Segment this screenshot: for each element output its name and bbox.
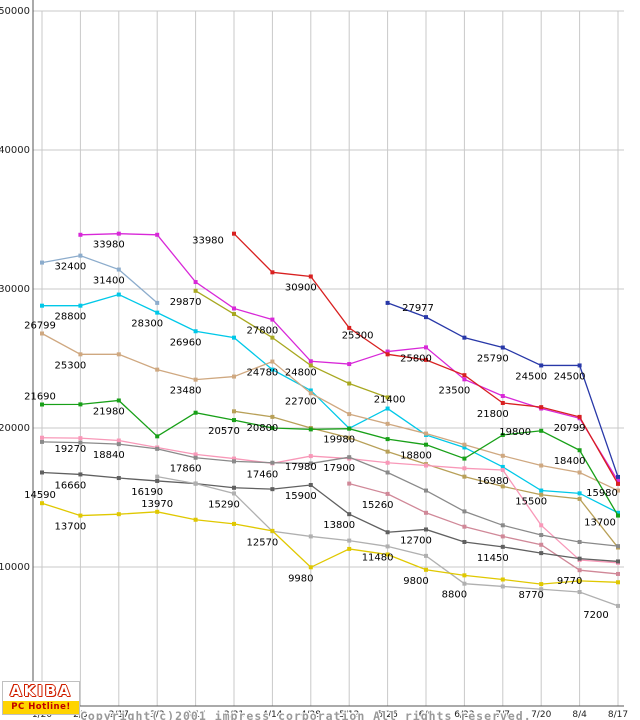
svg-text:23500: 23500 [438, 385, 470, 396]
svg-text:26960: 26960 [170, 337, 202, 348]
svg-text:12700: 12700 [400, 535, 432, 546]
svg-text:18800: 18800 [400, 451, 432, 462]
svg-text:4/28: 4/28 [301, 710, 321, 720]
svg-text:15260: 15260 [362, 500, 394, 511]
svg-text:10000: 10000 [0, 562, 30, 573]
svg-text:13970: 13970 [141, 499, 173, 510]
svg-text:50000: 50000 [0, 6, 30, 17]
svg-text:17900: 17900 [323, 463, 355, 474]
svg-text:1/20: 1/20 [32, 710, 52, 720]
svg-text:16660: 16660 [54, 480, 86, 491]
svg-text:17860: 17860 [170, 464, 202, 475]
svg-text:12570: 12570 [246, 537, 278, 548]
logo-akiba-text: AKIBA [10, 682, 72, 700]
akiba-pc-hotline-logo[interactable]: AKIBA PC Hotline! [2, 681, 80, 715]
svg-text:8800: 8800 [442, 590, 467, 601]
svg-text:2/3: 2/3 [73, 710, 87, 720]
svg-text:22700: 22700 [285, 396, 317, 407]
svg-text:25300: 25300 [342, 330, 374, 341]
svg-text:6/23: 6/23 [454, 710, 474, 720]
svg-text:26799: 26799 [24, 320, 56, 331]
svg-text:25800: 25800 [400, 353, 432, 364]
svg-text:15980: 15980 [586, 488, 618, 499]
svg-text:7/20: 7/20 [531, 710, 551, 720]
svg-text:23480: 23480 [170, 386, 202, 397]
svg-text:17460: 17460 [246, 469, 278, 480]
svg-text:24500: 24500 [554, 371, 586, 382]
svg-text:32400: 32400 [54, 262, 86, 273]
svg-text:5/12: 5/12 [339, 710, 359, 720]
svg-text:6/9: 6/9 [419, 710, 434, 720]
svg-text:15290: 15290 [208, 499, 240, 510]
svg-text:18400: 18400 [554, 456, 586, 467]
svg-text:27977: 27977 [402, 303, 434, 314]
svg-text:13700: 13700 [54, 522, 86, 533]
svg-text:3/17: 3/17 [185, 710, 205, 720]
svg-text:3/31: 3/31 [224, 710, 244, 720]
svg-text:17980: 17980 [285, 462, 317, 473]
svg-text:4/14: 4/14 [262, 710, 282, 720]
svg-text:13800: 13800 [323, 520, 355, 531]
svg-text:15500: 15500 [515, 497, 547, 508]
svg-text:27800: 27800 [246, 326, 278, 337]
svg-text:11450: 11450 [477, 553, 509, 564]
svg-text:9770: 9770 [557, 576, 582, 587]
svg-text:8/4: 8/4 [572, 710, 587, 720]
svg-text:15900: 15900 [285, 491, 317, 502]
svg-text:40000: 40000 [0, 145, 30, 156]
svg-text:2/17: 2/17 [109, 710, 129, 720]
footer: Copyright(c)2001 impress corporation All… [80, 681, 532, 720]
svg-text:16980: 16980 [477, 476, 509, 487]
svg-text:7/7: 7/7 [496, 710, 510, 720]
svg-text:24800: 24800 [285, 367, 317, 378]
svg-text:19800: 19800 [499, 427, 531, 438]
svg-text:20000: 20000 [0, 423, 30, 434]
svg-text:8770: 8770 [518, 590, 543, 601]
svg-text:9800: 9800 [403, 576, 428, 587]
svg-text:33980: 33980 [93, 240, 125, 251]
svg-text:21980: 21980 [93, 406, 125, 417]
svg-text:20799: 20799 [554, 423, 586, 434]
svg-text:24500: 24500 [515, 371, 547, 382]
svg-text:25790: 25790 [477, 354, 509, 365]
copyright-text: Copyright(c)2001 impress corporation All… [80, 709, 532, 720]
svg-text:9980: 9980 [288, 573, 313, 584]
svg-text:28800: 28800 [54, 312, 86, 323]
logo-pc-hotline-text: PC Hotline! [3, 701, 79, 714]
svg-text:18840: 18840 [93, 450, 125, 461]
svg-text:29870: 29870 [170, 297, 202, 308]
svg-text:21800: 21800 [477, 409, 509, 420]
svg-text:14590: 14590 [24, 490, 56, 501]
svg-text:5/26: 5/26 [377, 710, 397, 720]
svg-text:21690: 21690 [24, 392, 56, 403]
svg-text:24780: 24780 [246, 368, 278, 379]
svg-text:20570: 20570 [208, 426, 240, 437]
svg-text:31400: 31400 [93, 276, 125, 287]
svg-text:19270: 19270 [54, 444, 86, 455]
svg-text:16190: 16190 [131, 487, 163, 498]
svg-text:30900: 30900 [285, 282, 317, 293]
svg-text:30000: 30000 [0, 284, 30, 295]
svg-text:8/17: 8/17 [608, 710, 628, 720]
svg-text:20800: 20800 [246, 423, 278, 434]
svg-text:7200: 7200 [583, 610, 608, 621]
svg-text:19980: 19980 [323, 434, 355, 445]
svg-text:33980: 33980 [192, 236, 224, 247]
svg-text:11480: 11480 [362, 552, 394, 563]
svg-text:21400: 21400 [374, 395, 406, 406]
svg-text:28300: 28300 [131, 319, 163, 330]
svg-text:3/3: 3/3 [150, 710, 164, 720]
svg-text:25300: 25300 [54, 360, 86, 371]
svg-text:13700: 13700 [584, 518, 616, 529]
